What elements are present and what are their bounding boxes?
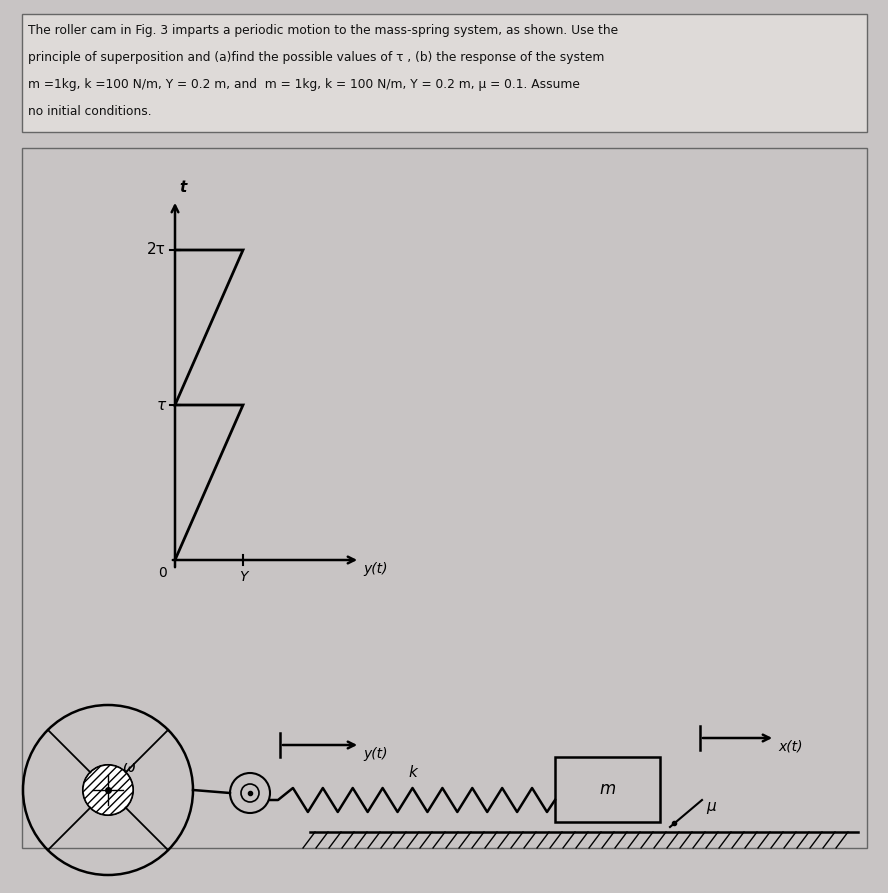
Text: t: t xyxy=(179,180,186,195)
FancyBboxPatch shape xyxy=(22,14,867,132)
Text: m =1kg, k =100 N/m, Y = 0.2 m, and  m = 1kg, k = 100 N/m, Y = 0.2 m, μ = 0.1. As: m =1kg, k =100 N/m, Y = 0.2 m, and m = 1… xyxy=(28,78,580,91)
Text: 0: 0 xyxy=(158,566,167,580)
Bar xyxy=(555,757,660,822)
FancyBboxPatch shape xyxy=(22,148,867,848)
Text: The roller cam in Fig. 3 imparts a periodic motion to the mass-spring system, as: The roller cam in Fig. 3 imparts a perio… xyxy=(28,24,618,37)
Circle shape xyxy=(83,765,133,815)
Text: y(t): y(t) xyxy=(363,747,387,761)
Text: k: k xyxy=(408,765,417,780)
Text: y(t): y(t) xyxy=(363,562,387,576)
Text: Y: Y xyxy=(239,570,247,584)
Text: m: m xyxy=(599,780,615,798)
Text: τ: τ xyxy=(157,397,166,413)
Text: x(t): x(t) xyxy=(778,740,803,754)
Text: principle of superposition and (a)find the possible values of τ , (b) the respon: principle of superposition and (a)find t… xyxy=(28,51,605,64)
Text: μ: μ xyxy=(706,798,716,814)
Text: ω: ω xyxy=(123,760,136,775)
Text: no initial conditions.: no initial conditions. xyxy=(28,105,152,118)
Text: 2τ: 2τ xyxy=(147,243,166,257)
